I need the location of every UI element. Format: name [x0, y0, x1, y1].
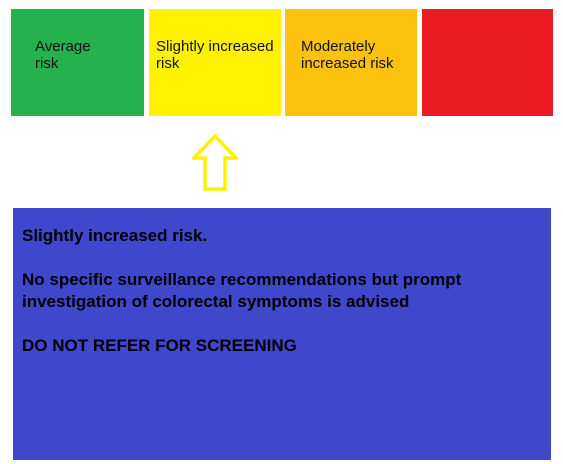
risk-level-slightly-increased: Slightly increased risk — [149, 9, 281, 116]
risk-level-average: Average risk — [11, 9, 144, 116]
up-arrow-icon — [192, 134, 238, 191]
risk-level-average-label: Average risk — [35, 38, 91, 72]
result-recommendation: No specific surveillance recommendations… — [22, 270, 462, 311]
risk-result-panel: Slightly increased risk. No specific sur… — [13, 208, 551, 460]
risk-level-moderately-increased-label: Moderately increased risk — [301, 38, 394, 72]
risk-level-high — [422, 9, 553, 116]
risk-level-moderately-increased: Moderately increased risk — [285, 9, 417, 116]
risk-level-slightly-increased-label: Slightly increased risk — [156, 38, 274, 72]
result-instruction: DO NOT REFER FOR SCREENING — [22, 336, 297, 355]
result-heading: Slightly increased risk. — [22, 226, 208, 245]
